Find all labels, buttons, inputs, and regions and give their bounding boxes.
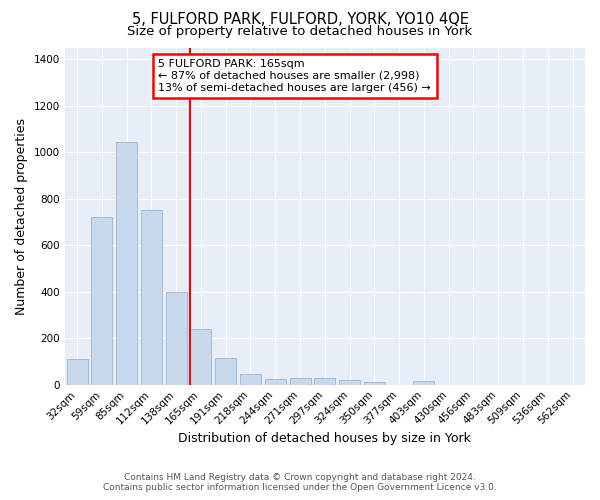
Text: 5 FULFORD PARK: 165sqm
← 87% of detached houses are smaller (2,998)
13% of semi-: 5 FULFORD PARK: 165sqm ← 87% of detached… <box>158 60 431 92</box>
Text: 5, FULFORD PARK, FULFORD, YORK, YO10 4QE: 5, FULFORD PARK, FULFORD, YORK, YO10 4QE <box>131 12 469 28</box>
Text: Size of property relative to detached houses in York: Size of property relative to detached ho… <box>127 25 473 38</box>
Bar <box>290 378 311 384</box>
Bar <box>215 358 236 384</box>
Y-axis label: Number of detached properties: Number of detached properties <box>15 118 28 314</box>
Bar <box>141 210 162 384</box>
Bar <box>67 359 88 384</box>
Bar <box>339 380 360 384</box>
Bar <box>240 374 261 384</box>
Bar <box>190 329 211 384</box>
Bar <box>166 292 187 384</box>
Bar <box>116 142 137 384</box>
Bar <box>364 382 385 384</box>
Bar <box>91 218 112 384</box>
Bar <box>314 378 335 384</box>
Text: Contains HM Land Registry data © Crown copyright and database right 2024.
Contai: Contains HM Land Registry data © Crown c… <box>103 473 497 492</box>
Bar <box>413 381 434 384</box>
X-axis label: Distribution of detached houses by size in York: Distribution of detached houses by size … <box>178 432 471 445</box>
Bar <box>265 379 286 384</box>
